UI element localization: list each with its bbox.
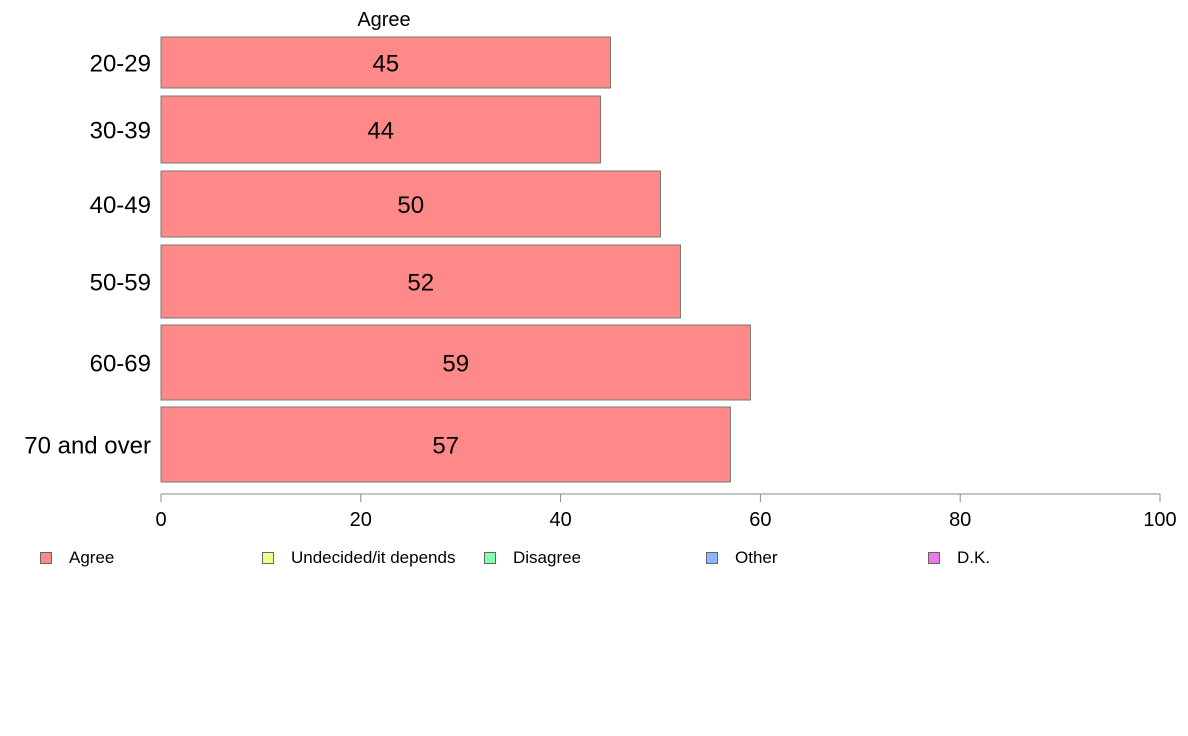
x-tick-label: 100 — [1143, 509, 1176, 531]
bar-50-59 — [160, 244, 681, 319]
data-label: 50 — [397, 192, 424, 219]
data-label: 52 — [407, 270, 434, 297]
bar-30-39 — [160, 95, 602, 164]
category-label: 20-29 — [90, 51, 151, 78]
data-label: 57 — [432, 433, 459, 460]
legend-item: Disagree — [484, 546, 581, 570]
legend-swatch — [928, 552, 940, 564]
bar-70-and-over — [160, 406, 731, 483]
x-tick-label: 20 — [350, 509, 372, 531]
data-label: 45 — [372, 51, 399, 78]
legend-swatch — [262, 552, 274, 564]
x-tick-label: 0 — [155, 509, 166, 531]
x-tick-label: 80 — [949, 509, 971, 531]
category-label: 30-39 — [90, 118, 151, 145]
legend-label: Disagree — [513, 548, 582, 567]
x-tick-label: 60 — [749, 509, 771, 531]
data-label: 59 — [442, 351, 469, 378]
bar-20-29 — [160, 36, 612, 89]
legend-item: Other — [706, 546, 778, 570]
legend-label: Other — [735, 548, 778, 567]
legend-label: Agree — [69, 548, 115, 567]
x-tick-label: 40 — [549, 509, 571, 531]
series-title: Agree — [357, 9, 410, 31]
category-label: 40-49 — [90, 192, 151, 219]
bar-60-69 — [160, 324, 751, 401]
bar-40-49 — [160, 170, 661, 238]
legend-label: Undecided/it depends — [291, 548, 456, 567]
legend-swatch — [706, 552, 718, 564]
legend-label: D.K. — [957, 548, 991, 567]
category-label: 70 and over — [24, 433, 151, 460]
legend: Agree Undecided/it depends Disagree Other D.… — [0, 546, 1188, 570]
legend-item: D.K. — [928, 546, 990, 570]
category-label: 60-69 — [90, 351, 151, 378]
legend-swatch — [40, 552, 52, 564]
category-label: 50-59 — [90, 270, 151, 297]
legend-swatch — [484, 552, 496, 564]
legend-item: Undecided/it depends — [262, 546, 455, 570]
bars-group: 20-29 45 30-39 44 40-49 50 50-59 52 60-69 59 70 an… — [24, 36, 751, 483]
data-label: 44 — [367, 118, 394, 145]
legend-item: Agree — [40, 546, 114, 570]
x-axis: 0 20 40 60 80 100 — [155, 493, 1177, 531]
chart-canvas: Agree 20-29 45 30-39 44 40-49 50 50-59 52 60-69 5… — [24, 9, 1177, 531]
